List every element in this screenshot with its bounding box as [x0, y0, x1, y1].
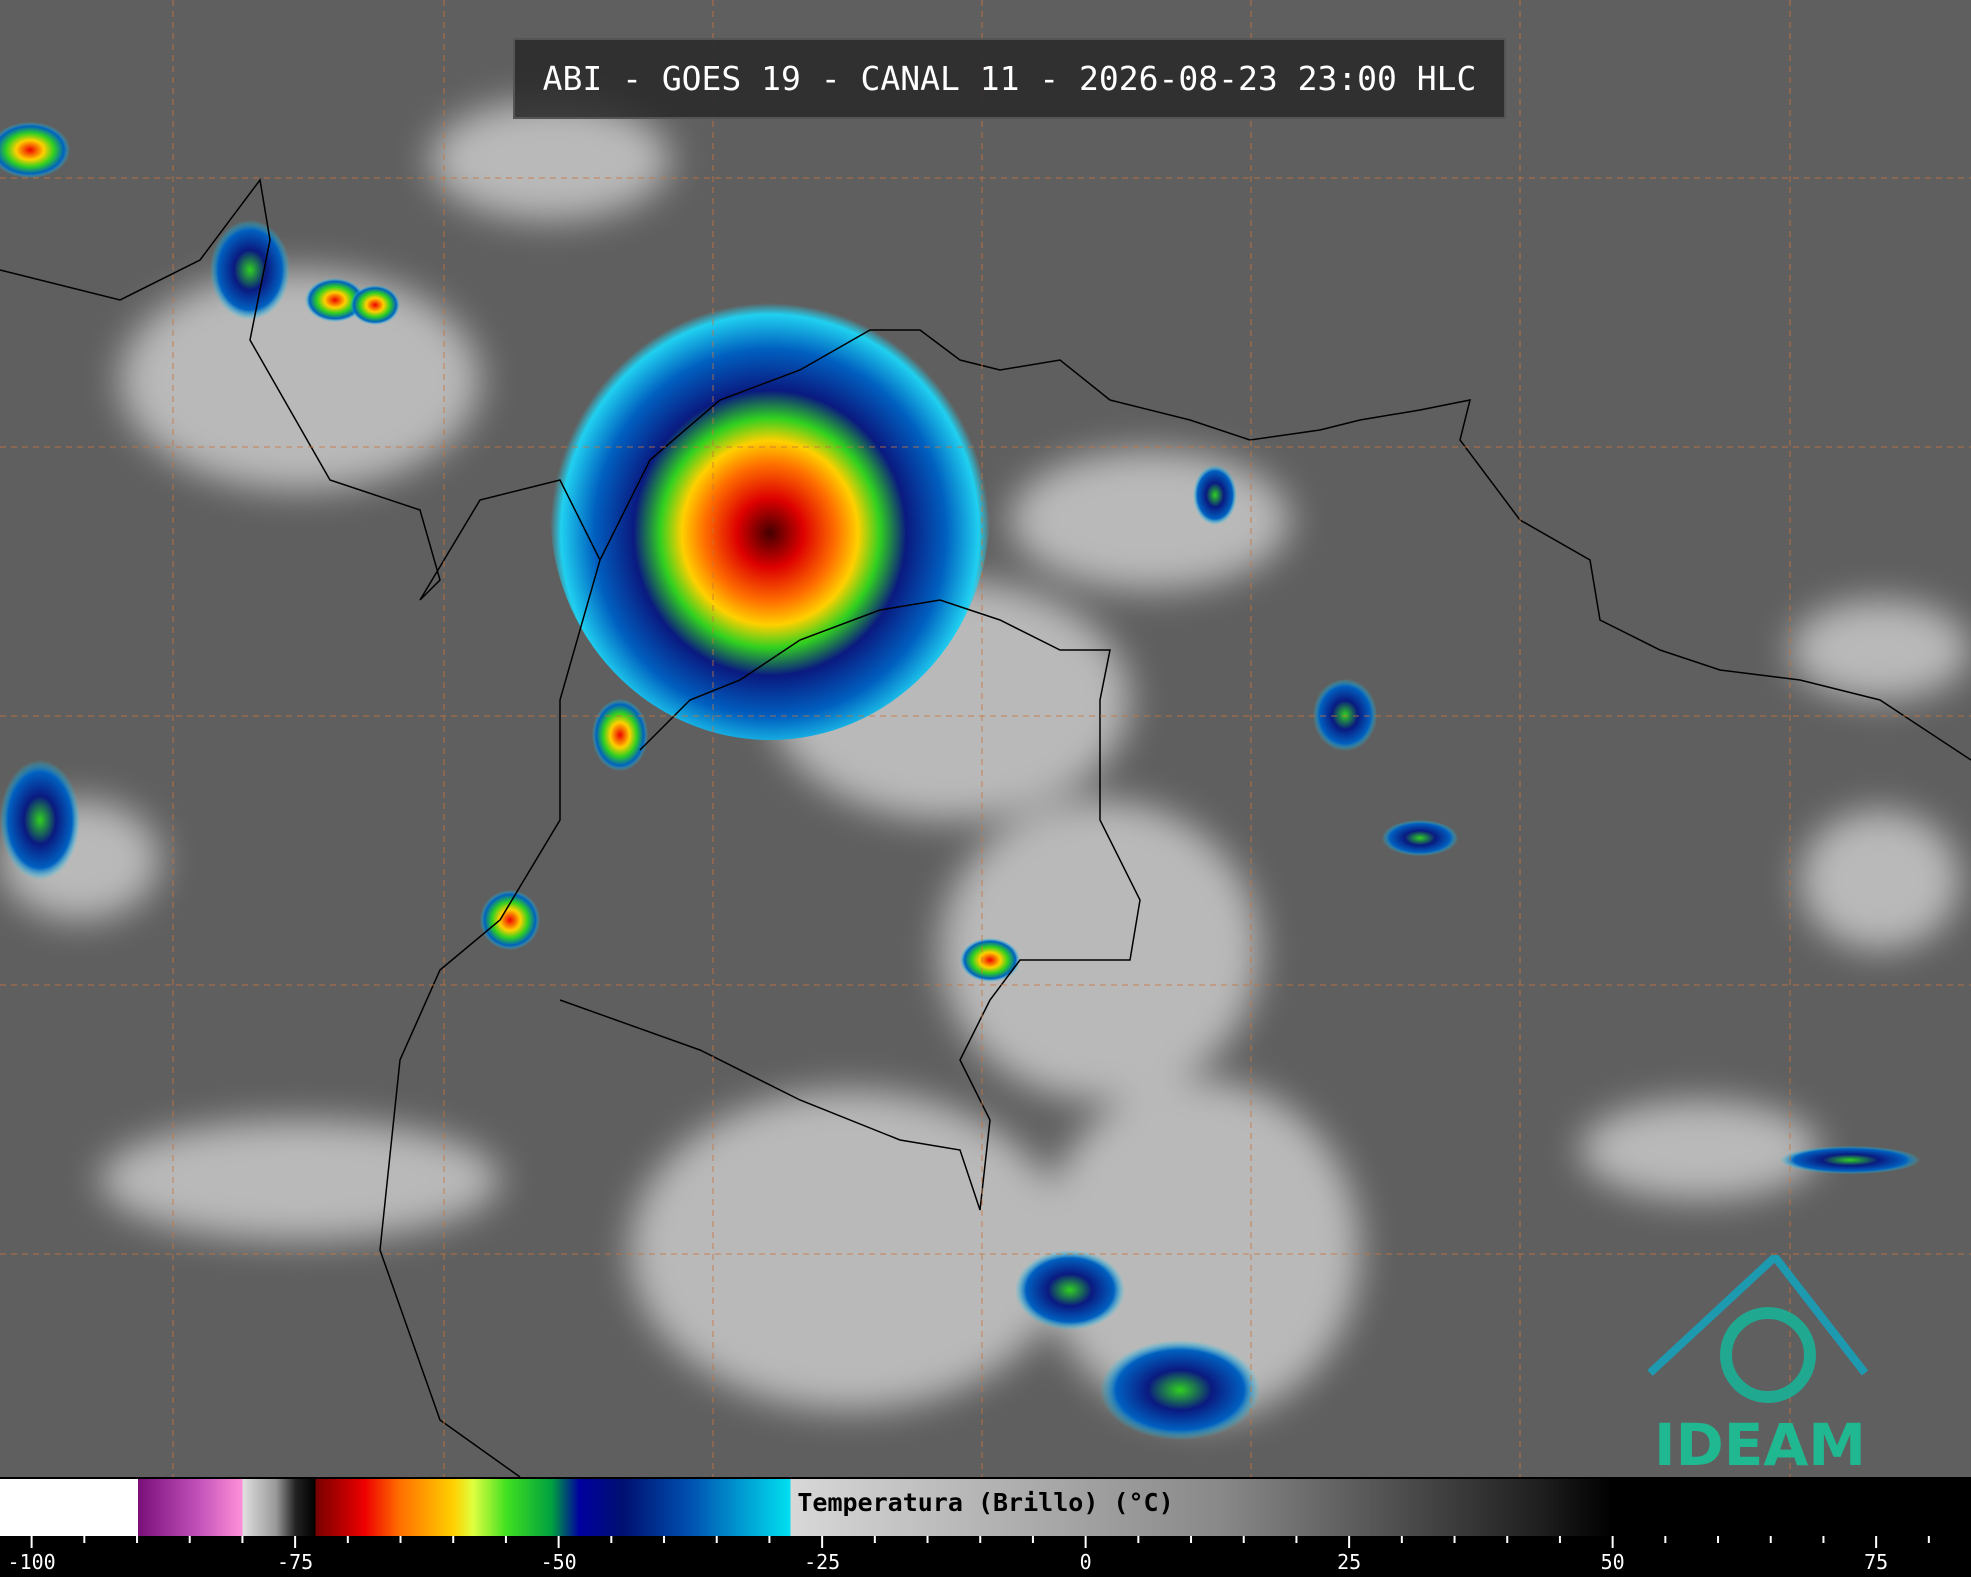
- colorbar-label: Temperatura (Brillo) (°C): [797, 1488, 1174, 1517]
- logo-roof: [1647, 1255, 1869, 1376]
- tick-label: 25: [1337, 1550, 1361, 1574]
- convection: [0, 122, 1920, 1440]
- satellite-map: [0, 0, 1971, 1477]
- tick-label: -50: [541, 1550, 577, 1574]
- colorbar: [0, 1477, 1971, 1536]
- tick-label: 50: [1601, 1550, 1625, 1574]
- tick-label: 75: [1864, 1550, 1888, 1574]
- coastlines: [0, 178, 1971, 1477]
- clouds: [0, 100, 1970, 1420]
- graticule: [0, 0, 1971, 1477]
- image-title: ABI - GOES 19 - CANAL 11 - 2026-08-23 23…: [513, 38, 1506, 119]
- tick-label: -75: [277, 1550, 313, 1574]
- tick-label: -100: [8, 1550, 56, 1574]
- logo-swirl: [1720, 1307, 1816, 1403]
- colorbar-axis: -100 -75 -50 -25 0 25 50 75: [8, 1536, 1930, 1574]
- tick-label: 0: [1080, 1550, 1092, 1574]
- logo-text: IDEAM: [1654, 1411, 1866, 1475]
- logo: IDEAM: [1647, 1255, 1869, 1475]
- tick-label: -25: [804, 1550, 840, 1574]
